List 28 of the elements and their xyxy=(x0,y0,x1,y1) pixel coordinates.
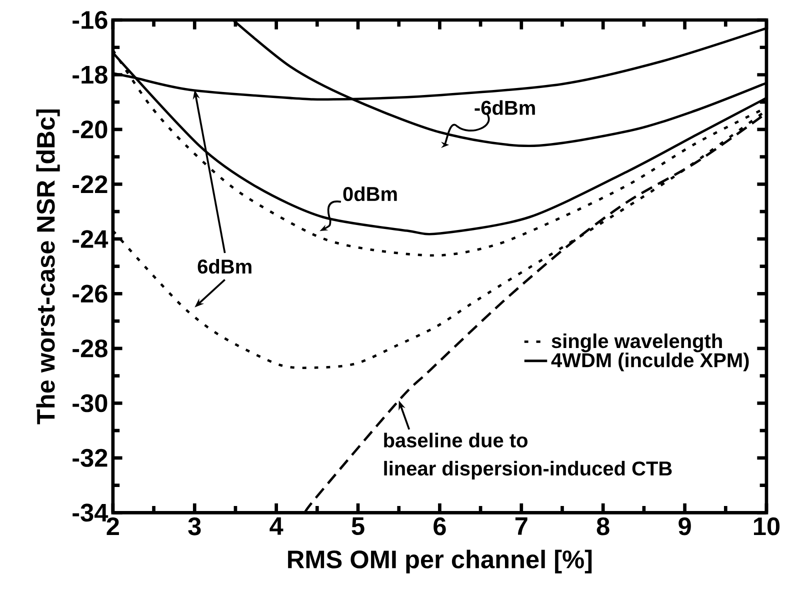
x-tick-label: 9 xyxy=(678,518,691,536)
y-tick-label: -20 xyxy=(72,120,108,139)
x-axis-title: RMS OMI per channel [%] xyxy=(288,550,592,574)
legend-label: 4WDM (inculde XPM) xyxy=(551,352,749,372)
x-tick-label: 4 xyxy=(270,518,284,535)
x-tick-label: 6 xyxy=(434,518,446,536)
x-tick-label: 7 xyxy=(515,518,528,535)
y-tick-label: -34 xyxy=(72,504,108,522)
y-tick-label: -32 xyxy=(72,449,108,468)
x-tick-label: 10 xyxy=(754,518,780,536)
x-tick-label: 2 xyxy=(106,518,119,536)
y-tick-label: -30 xyxy=(72,394,108,412)
annotation: baseline due to xyxy=(384,432,528,448)
x-tick-label: 8 xyxy=(596,518,610,536)
annotation: -6dBm xyxy=(474,100,535,116)
y-tick-label: -24 xyxy=(72,230,108,248)
annotation: 6dBm xyxy=(198,259,252,274)
y-tick-label: -18 xyxy=(72,66,108,84)
y-tick-label: -28 xyxy=(72,340,108,358)
y-tick-label: -22 xyxy=(72,176,108,194)
x-tick-label: 3 xyxy=(188,518,201,536)
y-tick-label: -26 xyxy=(72,284,108,303)
annotation: linear dispersion-induced CTB xyxy=(384,461,672,480)
annotation: 0dBm xyxy=(343,186,397,202)
x-tick-label: 5 xyxy=(352,518,364,536)
legend-label: single wavelength xyxy=(552,334,722,352)
y-tick-label: -16 xyxy=(72,11,108,30)
y-axis-title: The worst-case NSR [dBc] xyxy=(36,110,60,424)
